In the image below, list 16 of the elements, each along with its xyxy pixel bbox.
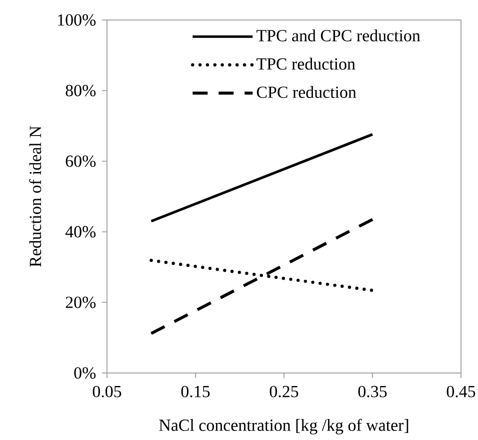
y-tick-label: 80%: [66, 84, 96, 96]
y-axis-title: Reduction of ideal N: [29, 126, 42, 267]
legend-label: TPC reduction: [256, 58, 356, 70]
x-axis-title: NaCl concentration [kg /kg of water]: [159, 418, 408, 434]
x-tick-label: 0.25: [270, 386, 298, 398]
y-tick-label: 20%: [66, 296, 96, 308]
y-tick-label: 0%: [74, 367, 96, 379]
x-tick-label: 0.35: [358, 386, 387, 398]
y-tick-label: 60%: [66, 155, 96, 167]
y-tick-label: 40%: [65, 226, 96, 238]
legend-label: CPC reduction: [256, 86, 356, 98]
y-tick-label: 100%: [58, 14, 96, 26]
legend-label: TPC and CPC reduction: [256, 29, 420, 42]
x-tick-label: 0.45: [446, 386, 476, 398]
x-tick-label: 0.05: [92, 386, 122, 398]
x-tick-label: 0.15: [181, 386, 210, 398]
